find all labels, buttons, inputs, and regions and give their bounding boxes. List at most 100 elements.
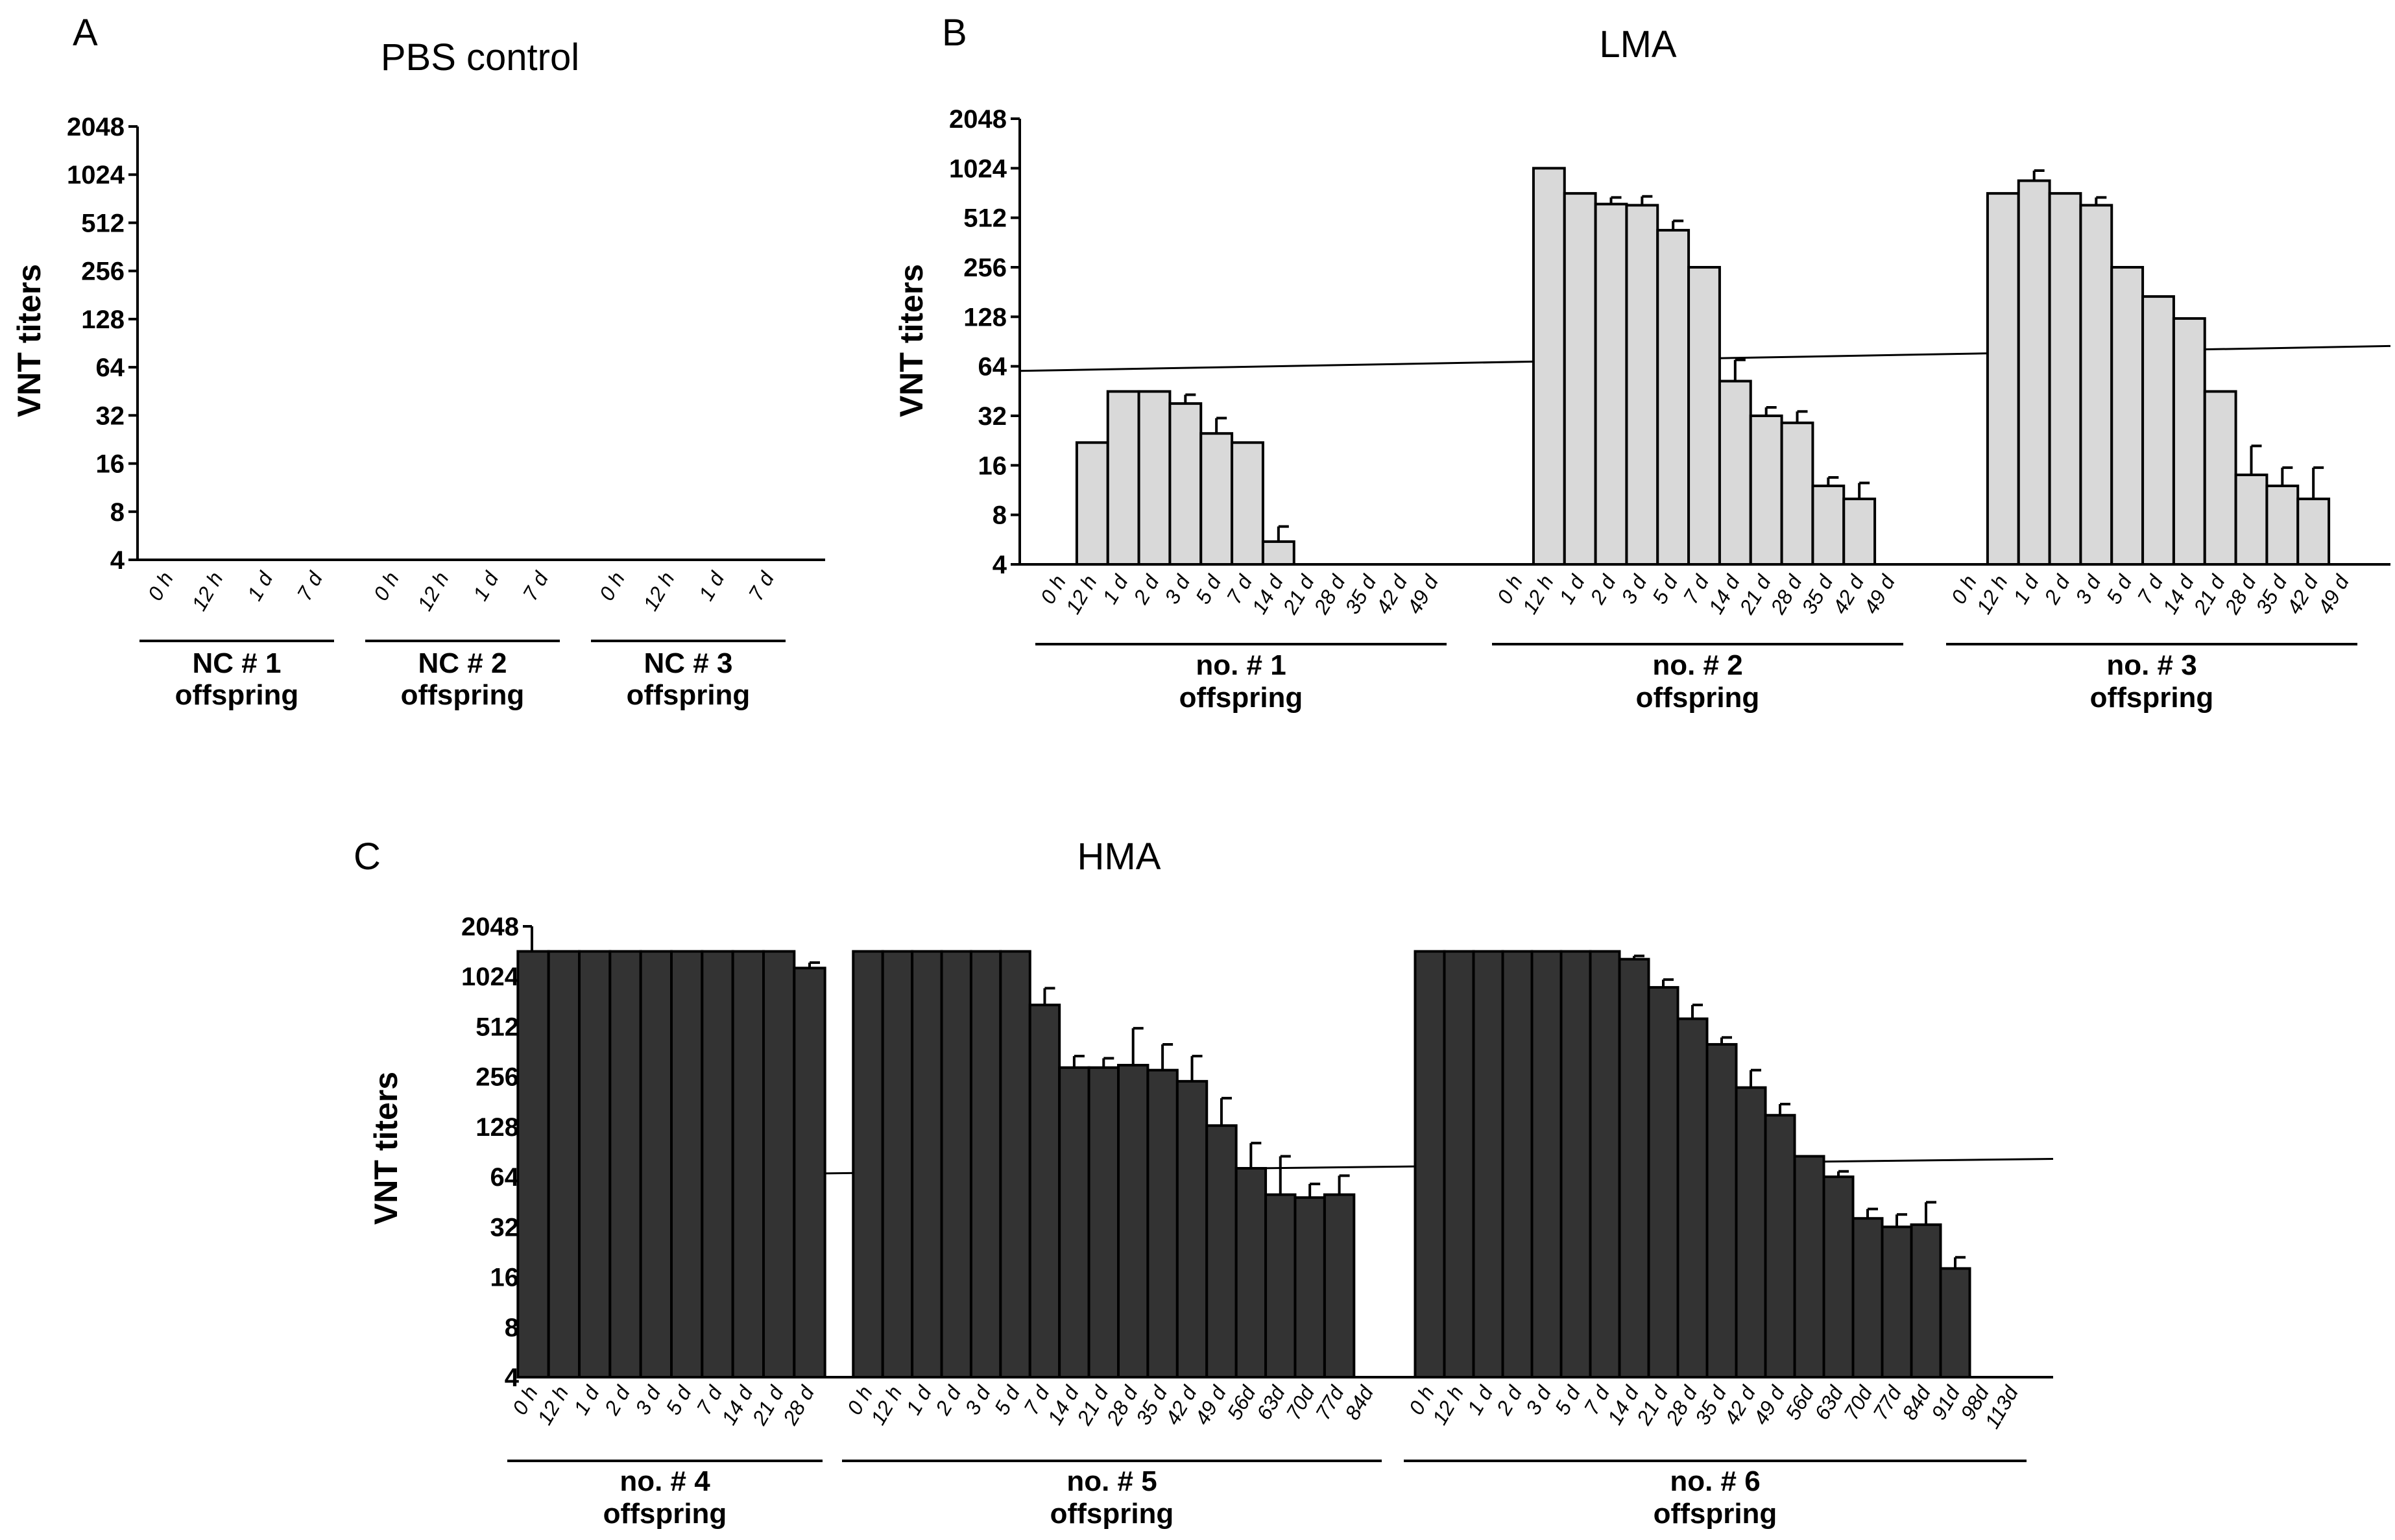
y-tick-label: 256 — [81, 258, 125, 286]
x-tick-label: 42 d — [2282, 570, 2323, 618]
x-tick-label: 1 d — [1463, 1381, 1498, 1419]
x-tick-label: 28 d — [1309, 570, 1350, 618]
x-tick-label: 3 d — [1160, 570, 1195, 608]
bar — [2234, 474, 2269, 566]
x-tick-label: 1 d — [468, 567, 503, 605]
bar — [1939, 1267, 1971, 1379]
bar — [1687, 266, 1721, 566]
bar — [1811, 485, 1846, 566]
y-tick-label: 128 — [963, 303, 1007, 331]
x-tick-label: 49 d — [1749, 1381, 1790, 1428]
bar — [1205, 1124, 1238, 1379]
y-tick-label: 4 — [110, 546, 125, 575]
y-tick-label: 4 — [993, 551, 1007, 579]
bar — [2110, 266, 2145, 566]
x-tick-label: 0 h — [595, 568, 629, 605]
bar — [670, 950, 704, 1379]
x-tick-label: 35 d — [1340, 570, 1381, 618]
x-tick-label: 70d — [1281, 1381, 1319, 1423]
bar — [2203, 390, 2237, 566]
x-tick-label: 7 d — [293, 567, 328, 605]
x-tick-label: 56d — [1781, 1381, 1818, 1423]
y-tick-label: 64 — [96, 354, 125, 382]
bars: 0 h 12 h 1 d 7 d 0 h 12 h 1 d 7 d 0 h 12 h 1 d 7 d — [143, 567, 779, 614]
bar — [1175, 1079, 1209, 1379]
bar — [608, 950, 642, 1379]
bar — [2079, 204, 2113, 566]
panel-letter-c: C — [354, 836, 381, 878]
y-tick-label: 64 — [490, 1163, 520, 1192]
bar — [1264, 1193, 1297, 1378]
y-tick-label: 32 — [490, 1213, 520, 1242]
bar — [2017, 179, 2051, 566]
x-tick-label: 42 d — [1371, 570, 1412, 618]
x-tick-label: 42 d — [1720, 1381, 1761, 1428]
x-tick-label: 0 h — [143, 568, 178, 605]
x-tick-label: 42 d — [1161, 1381, 1201, 1428]
bar — [1563, 192, 1597, 566]
x-tick-label: 1 d — [2008, 570, 2043, 608]
x-tick-label: 12 h — [1972, 571, 2012, 618]
chart-title: PBS control — [381, 36, 579, 78]
y-tick-label: 1024 — [949, 154, 1007, 183]
x-tick-label: 77d — [1311, 1381, 1349, 1423]
group-label: no. # 1 — [1196, 649, 1286, 681]
bar — [578, 950, 612, 1379]
x-tick-label: 3 d — [631, 1381, 666, 1419]
group-label: NC # 2 — [418, 647, 507, 679]
group-label: NC # 1 — [193, 647, 282, 679]
x-tick-label: 12 h — [1518, 571, 1558, 618]
bar — [1137, 390, 1172, 566]
bar — [1656, 228, 1691, 566]
bar — [1625, 204, 1659, 566]
x-tick-label: 84d — [1340, 1381, 1378, 1423]
bar — [1618, 957, 1650, 1378]
x-tick-label: 1 d — [1554, 570, 1589, 608]
bar — [2296, 498, 2331, 566]
y-tick-label: 16 — [96, 450, 125, 479]
bar — [852, 950, 884, 1379]
x-tick-label: 14 d — [1603, 1381, 1644, 1428]
panel-letter-a: A — [73, 12, 98, 54]
y-tick-label: 128 — [475, 1113, 519, 1142]
bar — [547, 950, 581, 1379]
bar — [1414, 950, 1446, 1379]
bar — [1676, 1017, 1709, 1378]
x-tick-label: 12 h — [638, 568, 679, 615]
y-tick-label: 2048 — [67, 113, 125, 141]
x-tick-label: 5 d — [2102, 570, 2137, 608]
x-tick-label: 1 d — [569, 1381, 604, 1419]
bar — [940, 950, 972, 1379]
y-tick-label: 1024 — [461, 963, 520, 991]
x-tick-label: 12 h — [187, 568, 227, 615]
bar — [1793, 1155, 1825, 1379]
bar — [2048, 192, 2082, 566]
panel-letter-b: B — [942, 12, 967, 54]
bar — [1106, 390, 1140, 566]
x-tick-label: 70d — [1839, 1381, 1877, 1423]
bar — [1881, 1225, 1913, 1379]
y-tick-label: 16 — [490, 1264, 520, 1292]
y-tick-label: 8 — [110, 498, 125, 527]
y-tick-label: 2048 — [949, 105, 1007, 134]
x-tick-label: 12 h — [413, 568, 453, 615]
bar — [999, 950, 1031, 1379]
x-tick-label: 91d — [1927, 1381, 1964, 1423]
x-tick-label: 2 d — [1491, 1381, 1527, 1419]
bar — [1472, 950, 1504, 1379]
bar — [1559, 950, 1592, 1379]
bar — [1910, 1223, 1942, 1379]
y-tick-label: 32 — [96, 402, 125, 430]
x-tick-label: 84d — [1897, 1381, 1935, 1423]
bar — [1199, 432, 1234, 566]
group-sublabel: offspring — [603, 1498, 727, 1530]
bar — [701, 950, 734, 1379]
bars: 0 h12 h1 d2 d3 d5 d7 d14 d21 d28 d35 d42… — [1036, 167, 2354, 618]
x-tick-label: 5 d — [990, 1381, 1025, 1419]
x-tick-label: 5 d — [661, 1381, 696, 1419]
x-tick-label: 1 d — [1098, 570, 1133, 608]
x-tick-label: 3 d — [1521, 1381, 1556, 1419]
x-tick-label: 1 d — [901, 1381, 936, 1419]
